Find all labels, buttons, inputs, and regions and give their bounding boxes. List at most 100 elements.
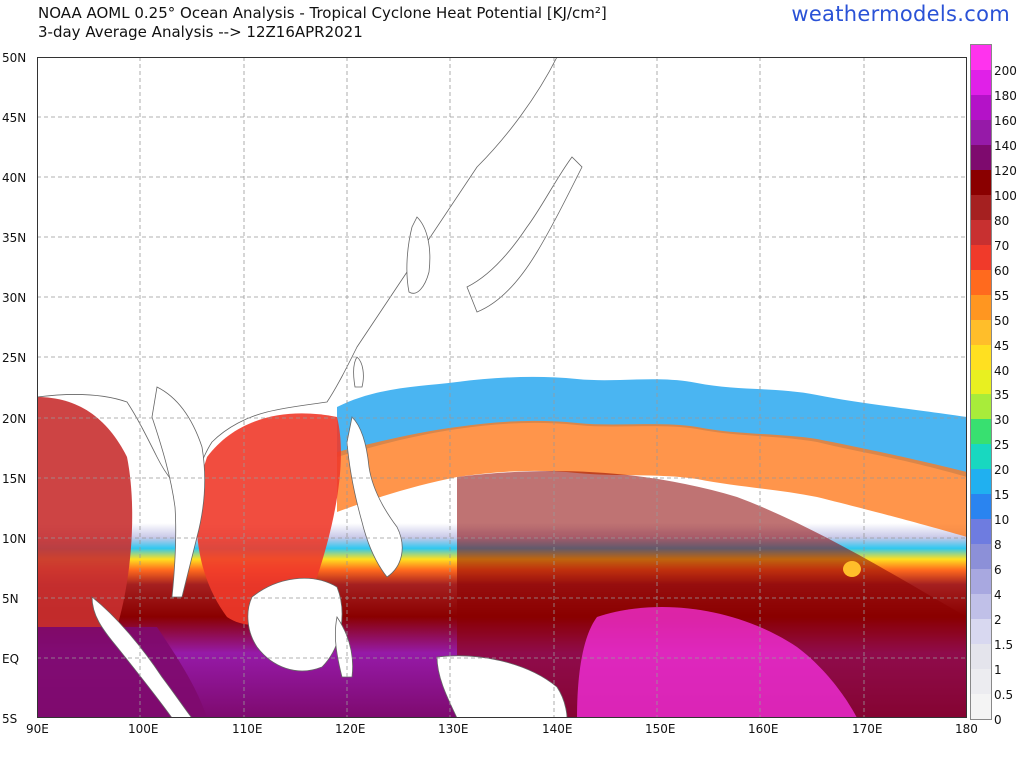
colorbar-segment <box>971 219 991 246</box>
lat-label: 50N <box>2 51 27 65</box>
colorbar-segment <box>971 119 991 146</box>
map-panel <box>37 57 967 718</box>
coastline-sulawesi <box>334 615 354 678</box>
colorbar-segment <box>971 494 991 520</box>
lat-label: 15N <box>2 472 27 486</box>
colorbar-segment <box>971 344 991 370</box>
coastline-taiwan <box>353 356 364 388</box>
colorbar-label: 0.5 <box>994 688 1014 703</box>
lat-label: 40N <box>2 171 27 185</box>
colorbar-label: 60 <box>994 263 1010 278</box>
lon-label: 120E <box>335 722 366 736</box>
lon-label: 130E <box>438 722 469 736</box>
colorbar-segment <box>971 644 991 670</box>
lon-gridlines <box>139 57 865 718</box>
colorbar-segment <box>971 394 991 420</box>
colorbar-label: 140 <box>994 138 1017 153</box>
coastline-asia <box>37 57 967 498</box>
colorbar-segment <box>971 594 991 620</box>
colorbar-label: 10 <box>994 513 1010 528</box>
warm-pool-magenta <box>577 607 857 718</box>
colorbar-label: 120 <box>994 163 1017 178</box>
colorbar-label: 6 <box>994 563 1002 578</box>
colorbar-segment <box>971 94 991 121</box>
colorbar-segment <box>971 669 991 695</box>
lat-label: EQ <box>2 652 20 666</box>
brand-link[interactable]: weathermodels.com <box>791 2 1010 26</box>
lat-label: 10N <box>2 532 27 546</box>
lat-label: 5S <box>2 712 18 726</box>
coastline-korea <box>406 216 431 294</box>
colorbar-segment <box>971 569 991 595</box>
colorbar-segment <box>971 469 991 495</box>
coastline-borneo <box>247 577 343 672</box>
colorbar-label: 1.5 <box>994 638 1014 653</box>
colorbar-label: 55 <box>994 288 1010 303</box>
colorbar-segment <box>971 194 991 221</box>
colorbar-segment <box>971 619 991 645</box>
coastline-philippines <box>346 416 403 578</box>
lon-label: 90E <box>26 722 49 736</box>
colorbar <box>970 44 992 720</box>
colorbar-segment <box>971 269 991 296</box>
chart-title: NOAA AOML 0.25° Ocean Analysis - Tropica… <box>38 4 607 42</box>
coastline-new-guinea <box>436 655 568 718</box>
colorbar-label: 200 <box>994 63 1017 78</box>
colorbar-label: 8 <box>994 538 1002 553</box>
heat-band-warm <box>337 420 967 537</box>
lat-label: 35N <box>2 231 27 245</box>
lat-label: 5N <box>2 592 19 606</box>
lon-label: 110E <box>232 722 263 736</box>
colorbar-segment <box>971 369 991 395</box>
lat-label: 20N <box>2 412 27 426</box>
colorbar-segment <box>971 294 991 321</box>
map-border <box>37 57 967 718</box>
heat-band-north-edge <box>337 376 967 477</box>
lon-label: 140E <box>542 722 573 736</box>
lat-label: 30N <box>2 291 27 305</box>
colorbar-segment <box>971 519 991 545</box>
colorbar-segment <box>971 694 991 720</box>
colorbar-label: 35 <box>994 388 1010 403</box>
colorbar-segment <box>971 244 991 271</box>
colorbar-label: 1 <box>994 663 1002 678</box>
colorbar-segment <box>971 444 991 470</box>
title-line-1: NOAA AOML 0.25° Ocean Analysis - Tropica… <box>38 4 607 22</box>
colorbar-label: 30 <box>994 413 1010 428</box>
colorbar-segment <box>971 45 991 71</box>
lon-label: 150E <box>645 722 676 736</box>
lat-label: 45N <box>2 111 27 125</box>
colorbar-label: 15 <box>994 488 1010 503</box>
colorbar-label: 25 <box>994 438 1010 453</box>
south-china-sea <box>196 413 341 625</box>
title-line-2: 3-day Average Analysis --> 12Z16APR2021 <box>38 23 363 41</box>
colorbar-label: 45 <box>994 338 1010 353</box>
coastline-indochina <box>151 386 206 598</box>
colorbar-label: 160 <box>994 113 1017 128</box>
colorbar-label: 100 <box>994 188 1017 203</box>
colorbar-label: 80 <box>994 213 1010 228</box>
colorbar-label: 180 <box>994 88 1017 103</box>
colorbar-segment <box>971 419 991 445</box>
colorbar-label: 4 <box>994 588 1002 603</box>
colorbar-segment <box>971 544 991 570</box>
colorbar-label: 20 <box>994 463 1010 478</box>
lon-label: 180 <box>955 722 978 736</box>
colorbar-label: 50 <box>994 313 1010 328</box>
map-canvas <box>37 57 967 718</box>
colorbar-segment <box>971 144 991 171</box>
coastline-japan <box>466 156 583 313</box>
lat-gridlines <box>37 57 967 659</box>
colorbar-segment <box>971 169 991 196</box>
lon-label: 100E <box>128 722 159 736</box>
warm-spot <box>843 561 861 577</box>
lat-label: 25N <box>2 351 27 365</box>
lon-label: 170E <box>852 722 883 736</box>
colorbar-segment <box>971 319 991 346</box>
lon-label: 160E <box>748 722 779 736</box>
colorbar-label: 40 <box>994 363 1010 378</box>
coastline-sumatra <box>91 596 193 718</box>
colorbar-label: 70 <box>994 238 1010 253</box>
colorbar-segment <box>971 69 991 96</box>
bay-of-bengal <box>37 397 133 627</box>
